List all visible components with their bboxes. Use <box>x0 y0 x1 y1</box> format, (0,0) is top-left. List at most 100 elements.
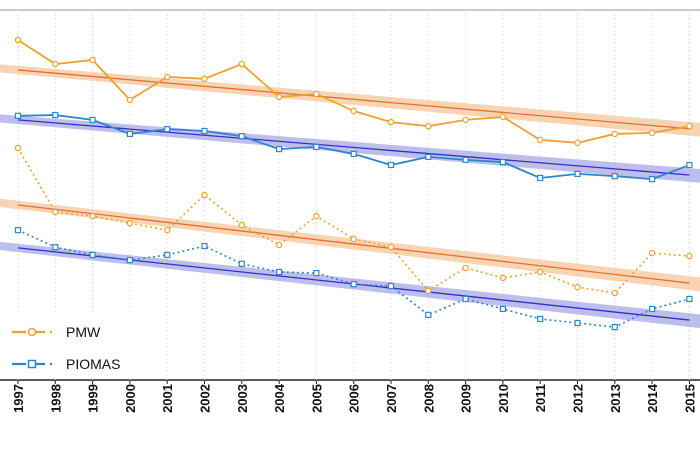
marker <box>611 130 619 138</box>
marker <box>574 139 581 147</box>
marker <box>499 274 507 282</box>
marker <box>313 212 320 220</box>
marker <box>89 56 96 64</box>
x-tick-label: 2004 <box>272 383 287 413</box>
marker <box>686 252 693 260</box>
marker <box>387 243 395 251</box>
trend-line <box>17 204 690 284</box>
x-tick-label: 2007 <box>384 384 399 413</box>
marker <box>425 287 432 295</box>
marker <box>164 126 171 133</box>
marker <box>462 156 469 163</box>
x-tick-label: 2003 <box>235 384 250 413</box>
legend-marker <box>27 359 37 369</box>
marker <box>574 319 581 327</box>
x-tick-label: 2009 <box>459 384 474 413</box>
marker <box>350 281 357 288</box>
marker <box>648 249 656 257</box>
marker <box>201 242 208 250</box>
marker <box>648 305 656 313</box>
x-tick-label: 2008 <box>421 384 436 413</box>
marker <box>126 219 134 227</box>
marker <box>276 268 283 276</box>
marker <box>686 122 693 130</box>
x-tick-label: 2011 <box>533 384 548 412</box>
marker <box>89 251 96 259</box>
trend-line <box>17 119 690 176</box>
marker <box>14 227 22 234</box>
marker <box>89 116 96 123</box>
marker <box>238 133 245 140</box>
marker <box>313 90 320 98</box>
marker <box>425 153 432 160</box>
x-tick-label: 2010 <box>496 384 511 413</box>
marker <box>276 146 283 153</box>
x-tick-label: 2001 <box>160 384 175 413</box>
marker <box>425 311 432 318</box>
trend-band <box>0 64 700 137</box>
marker <box>238 221 245 229</box>
marker <box>14 144 22 152</box>
marker <box>537 136 544 144</box>
marker <box>201 75 208 83</box>
marker <box>425 122 432 130</box>
marker <box>201 191 208 199</box>
x-tick-label: 1999 <box>86 384 101 413</box>
marker <box>611 289 619 297</box>
marker <box>14 36 22 44</box>
marker <box>462 264 469 272</box>
marker <box>201 127 208 135</box>
marker <box>52 208 59 216</box>
x-tick-label: 2015 <box>682 384 697 413</box>
marker <box>164 251 171 259</box>
marker <box>611 323 618 331</box>
marker <box>387 282 395 290</box>
marker <box>387 161 395 169</box>
marker <box>14 112 22 119</box>
marker <box>537 315 544 323</box>
marker <box>126 257 134 264</box>
legend-label: PIOMAS <box>66 356 120 372</box>
trend-line <box>17 69 690 130</box>
marker <box>350 150 357 158</box>
marker <box>648 175 656 183</box>
marker <box>275 241 283 249</box>
trend-band <box>0 198 700 292</box>
marker <box>499 158 506 166</box>
x-tick-label: 1997 <box>11 384 26 413</box>
marker <box>275 93 283 101</box>
trend-band <box>0 241 700 329</box>
marker <box>313 269 320 277</box>
x-tick-label: 2005 <box>309 384 324 413</box>
marker <box>313 143 320 150</box>
marker <box>238 60 245 68</box>
x-tick-label: 2006 <box>347 384 362 413</box>
marker <box>574 170 581 178</box>
marker <box>499 305 506 313</box>
marker <box>126 96 134 104</box>
marker <box>537 174 544 182</box>
marker <box>462 116 469 124</box>
marker <box>499 113 507 121</box>
x-tick-label: 1998 <box>48 384 63 413</box>
marker <box>126 130 134 138</box>
marker <box>350 107 357 115</box>
marker <box>52 60 59 68</box>
marker <box>537 268 544 276</box>
legend-label: PMW <box>66 324 101 340</box>
marker <box>52 111 59 119</box>
trend-band <box>0 114 700 183</box>
marker <box>686 161 693 169</box>
marker <box>686 295 693 303</box>
x-tick-label: 2002 <box>198 384 213 413</box>
marker <box>350 235 357 243</box>
x-tick-label: 2012 <box>571 384 586 413</box>
x-tick-label: 2014 <box>645 383 660 413</box>
marker <box>611 173 618 180</box>
marker <box>574 283 581 291</box>
marker <box>52 244 59 251</box>
x-tick-label: 2013 <box>608 384 623 413</box>
marker <box>238 260 245 267</box>
marker <box>387 118 395 126</box>
